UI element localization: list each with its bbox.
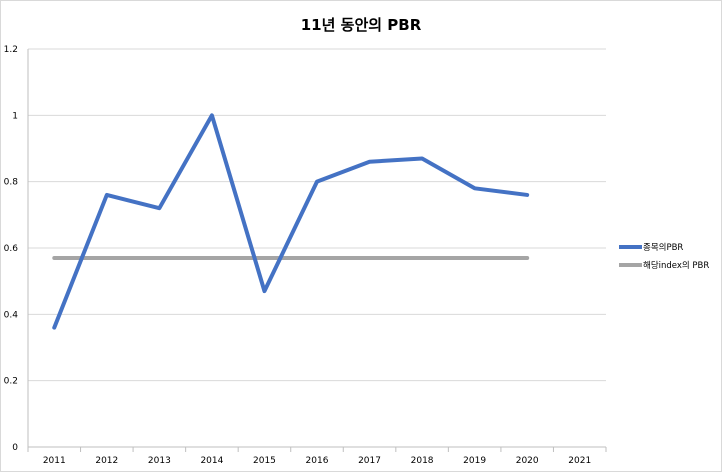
x-tick-label: 2011: [43, 456, 66, 466]
x-tick-label: 2018: [411, 456, 434, 466]
y-tick-label: 1.2: [4, 45, 18, 55]
x-tick-label: 2013: [148, 456, 171, 466]
y-tick-label: 0.4: [4, 310, 19, 320]
series-line-1: [52, 113, 530, 330]
legend-label: 해당index의 PBR: [643, 260, 709, 271]
y-tick-label: 0.2: [4, 377, 18, 387]
y-tick-label: 0.6: [4, 244, 19, 254]
y-tick-label: 1: [12, 111, 18, 121]
x-tick-label: 2019: [463, 456, 486, 466]
x-tick-label: 2016: [306, 456, 329, 466]
y-tick-label: 0.8: [4, 178, 19, 188]
x-tick-label: 2017: [358, 456, 381, 466]
x-tick-label: 2020: [516, 456, 539, 466]
x-tick-label: 2015: [253, 456, 276, 466]
x-tick-label: 2014: [200, 456, 223, 466]
y-tick-label: 0: [12, 443, 18, 453]
chart-title: 11년 동안의 PBR: [300, 16, 422, 34]
x-tick-label: 2021: [568, 456, 591, 466]
x-tick-label: 2012: [95, 456, 118, 466]
legend-label: 종목의PBR: [643, 242, 683, 253]
